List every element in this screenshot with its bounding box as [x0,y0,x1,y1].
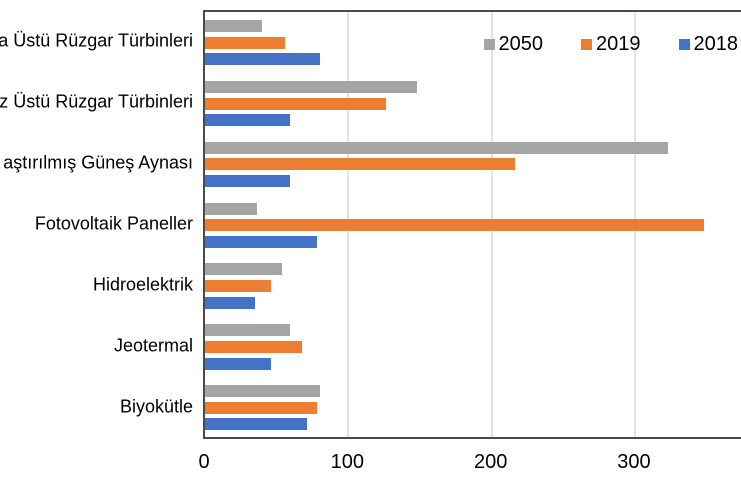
category-label-7: Biyokütle [119,396,193,417]
bar-2050-6 [205,324,290,337]
x-tick-label-200: 200 [473,451,508,473]
bar-2018-7 [205,418,307,431]
x-tick-label-0: 0 [198,451,210,473]
legend-swatch-icon [483,39,495,50]
legend-swatch-icon [678,39,690,50]
legend-label: 2019 [596,33,641,55]
bar-2018-6 [205,357,271,370]
category-label-1: a Üstü Rüzgar Türbinleri [0,30,193,51]
bar-2019-2 [205,97,386,110]
category-label-5: Hidroelektrik [92,274,193,295]
y-axis-line [203,10,205,439]
bar-2018-5 [205,296,256,309]
legend: 2050 2019 2018 [483,33,739,56]
bar-2018-3 [205,175,290,187]
legend-swatch-icon [581,39,592,50]
bar-2019-7 [205,401,317,414]
bar-2050-3 [205,141,668,154]
bar-2018-2 [205,114,290,127]
bar-2050-5 [205,263,283,276]
legend-label: 2050 [498,33,544,55]
bar-2050-4 [205,202,257,215]
category-label-6: Jeotermal [113,335,193,356]
legend-item-2018: 2018 [678,33,739,56]
legend-item-2019: 2019 [581,33,641,56]
bar-2019-3 [205,158,515,171]
bar-2018-1 [205,53,320,66]
bar-2019-4 [205,219,704,232]
bar-2019-1 [205,36,286,49]
category-label-2: z Üstü Rüzgar Türbinleri [0,91,193,112]
bar-2050-1 [205,20,263,32]
bar-2050-7 [205,385,320,398]
legend-item-2050: 2050 [483,33,544,56]
category-label-3: aştırılmış Güneş Aynası [3,152,193,173]
bar-2019-5 [205,280,271,293]
bar-2050-2 [205,80,418,93]
x-axis-line [203,437,741,439]
x-tick-label-100: 100 [330,451,365,473]
bar-2019-6 [205,340,303,353]
bar-2018-4 [205,235,317,248]
plot-top-border [203,10,741,12]
category-label-4: Fotovoltaik Paneller [34,213,193,234]
x-tick-label-300: 300 [617,451,651,473]
legend-label: 2018 [693,33,739,55]
